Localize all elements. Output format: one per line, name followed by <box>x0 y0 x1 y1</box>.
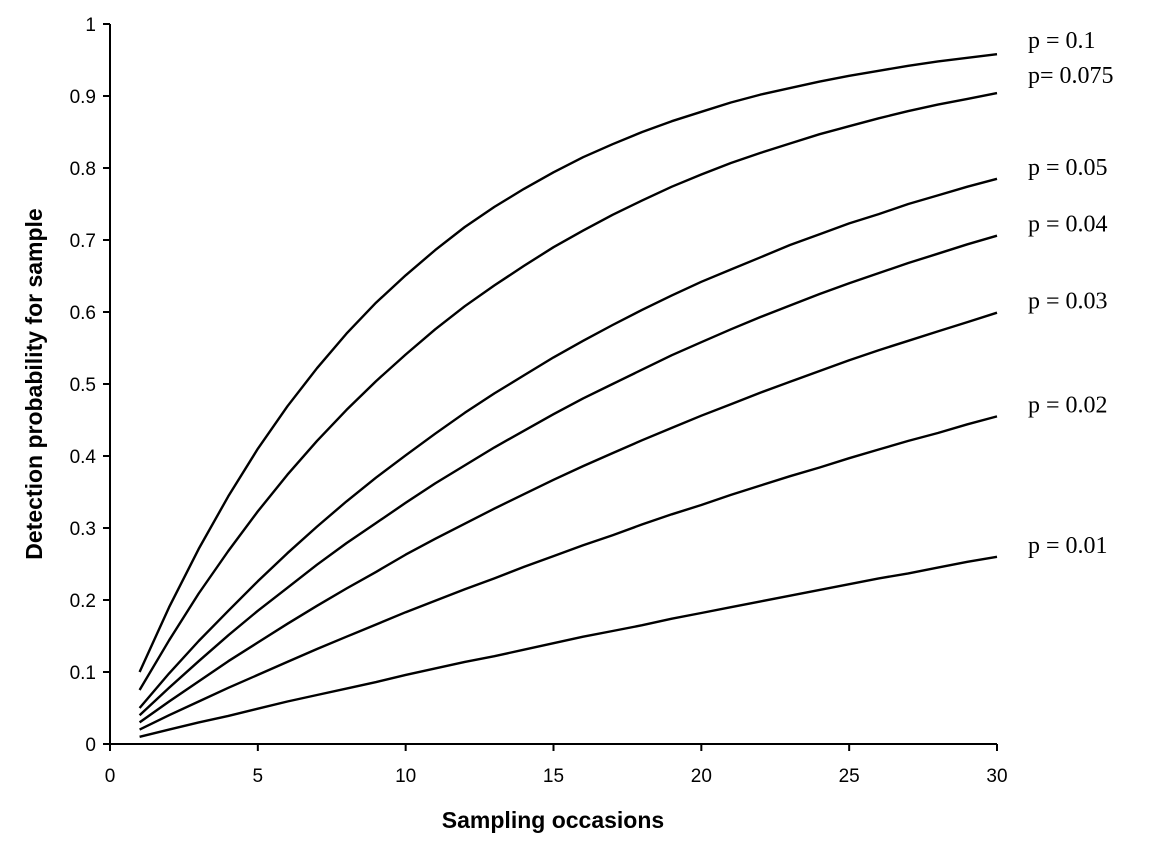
series-label: p = 0.04 <box>1028 212 1108 238</box>
y-tick-label: 0.8 <box>70 159 96 180</box>
y-axis-title: Detection probability for sample <box>21 208 47 559</box>
series-label: p = 0.01 <box>1028 533 1108 559</box>
y-tick-label: 0.4 <box>70 447 97 468</box>
series-label: p = 0.1 <box>1028 28 1096 54</box>
series-label: p = 0.03 <box>1028 289 1108 315</box>
y-tick-label: 0.5 <box>70 375 96 396</box>
series-line-0 <box>138 53 998 673</box>
y-tick-label: 0.6 <box>70 303 96 324</box>
series-label: p= 0.075 <box>1028 63 1114 89</box>
x-tick-label: 0 <box>105 766 116 787</box>
series-line-1 <box>138 91 998 691</box>
series-lines <box>138 53 998 738</box>
y-tick-label: 0.7 <box>70 231 96 252</box>
series-label: p = 0.05 <box>1028 155 1108 181</box>
y-tick-label: 0.3 <box>70 519 96 540</box>
x-tick-label: 5 <box>253 766 264 787</box>
x-tick-label: 30 <box>986 766 1007 787</box>
y-tick-label: 0 <box>85 735 96 756</box>
x-tick-label: 25 <box>839 766 860 787</box>
y-tick-label: 0.1 <box>70 663 96 684</box>
series-label: p = 0.02 <box>1028 392 1108 418</box>
y-tick-label: 0.2 <box>70 591 96 612</box>
x-tick-label: 20 <box>691 766 712 787</box>
series-line-6 <box>139 555 998 738</box>
x-tick-label: 10 <box>395 766 416 787</box>
series-line-5 <box>139 415 998 731</box>
series-line-3 <box>138 234 998 717</box>
x-axis-title: Sampling occasions <box>442 807 664 833</box>
series-labels: p = 0.1 p= 0.075 p = 0.05 p = 0.04 p = 0.03 p… <box>1028 28 1114 559</box>
series-line-2 <box>138 177 998 709</box>
y-tick-label: 1 <box>85 15 96 36</box>
y-tick-label: 0.9 <box>70 87 96 108</box>
axes: 0 5 10 15 20 25 30 0 0.1 0.2 0.3 0.4 0.5 0.6 0.7 0.8 0.9… <box>70 15 1008 787</box>
series-line-4 <box>138 311 998 724</box>
x-tick-label: 15 <box>543 766 564 787</box>
